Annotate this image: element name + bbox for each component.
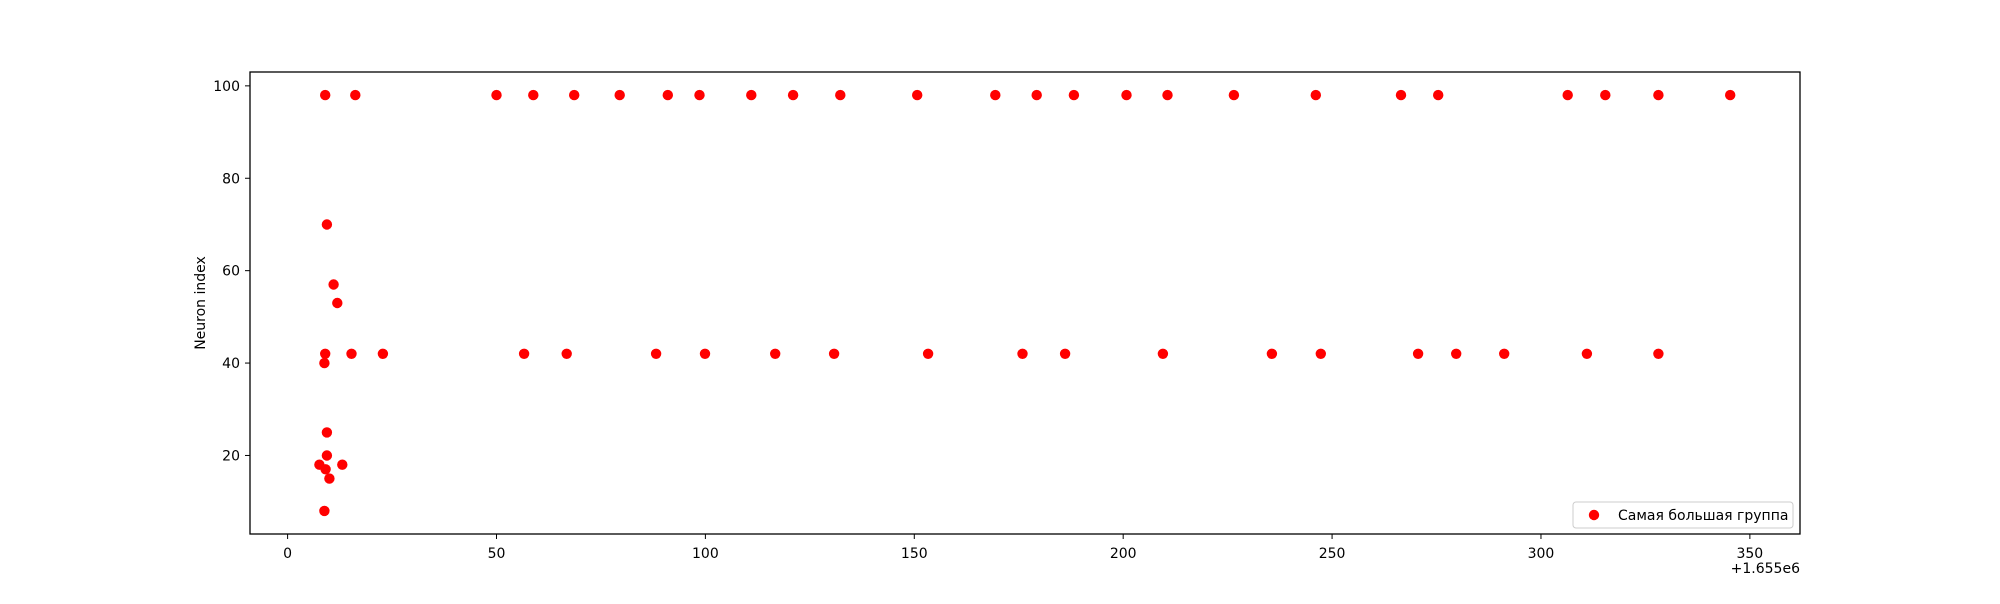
data-point [320,348,331,359]
data-point [491,89,502,101]
data-point [1059,348,1071,359]
y-tick-label: 20 [222,448,240,464]
y-tick-label: 100 [213,79,240,95]
data-point [324,473,335,484]
legend: Самая большая группа [1572,501,1794,529]
x-tick-label: 50 [488,546,506,562]
data-point [1162,89,1173,101]
data-point [835,89,846,101]
data-point [321,219,333,230]
data-point [1600,89,1611,101]
data-point [1653,89,1664,101]
data-point [569,89,580,101]
data-point [1157,348,1169,359]
y-axis-label: Neuron index [193,256,209,350]
data-point [1499,348,1510,359]
data-point [662,89,673,101]
data-point [1017,348,1028,359]
data-point [1310,89,1322,101]
data-point [787,89,799,101]
data-point [1228,89,1240,101]
data-point [694,89,705,101]
data-point [332,297,343,309]
data-point [528,89,539,101]
legend-marker [1588,509,1600,521]
y-tick-label: 40 [222,356,240,372]
x-tick-label: 0 [283,546,292,562]
data-point [1581,348,1593,359]
data-point [1653,348,1664,359]
plot-frame [249,71,1801,535]
x-tick-label: 300 [1528,546,1555,562]
data-point [319,357,330,369]
data-point [922,348,934,359]
data-point [1266,348,1278,359]
data-point [561,348,572,359]
data-point [1068,89,1080,101]
data-point [614,89,625,101]
x-tick-label: 150 [901,546,928,562]
data-point [1031,89,1042,101]
x-tick-label: 350 [1736,546,1763,562]
x-tick-label: 100 [692,546,719,562]
data-point [377,348,389,359]
x-offset-label: +1.655e6 [1731,561,1800,577]
data-point [650,348,662,359]
data-point [319,505,330,517]
data-point [320,464,331,475]
data-point [770,348,781,359]
legend-box [1572,501,1794,529]
data-point [1395,89,1407,101]
data-point [350,89,361,101]
legend-label: Самая большая группа [1618,508,1788,524]
data-point [346,348,357,359]
data-point [337,459,348,470]
data-point [1433,89,1444,101]
data-point [328,279,339,290]
data-point [1725,89,1736,101]
x-tick-label: 200 [1110,546,1137,562]
data-point [320,89,331,101]
data-point [321,427,333,438]
y-axis: 20 40 60 80 100 [213,79,250,464]
data-point [1315,348,1327,359]
data-point [321,450,333,461]
data-point [990,89,1001,101]
data-point [1451,348,1462,359]
x-axis: 0 50 100 150 200 250 300 350 [283,534,1763,562]
data-point [1121,89,1132,101]
data-point [912,89,923,101]
data-point [1412,348,1424,359]
data-point [699,348,711,359]
y-tick-label: 80 [222,171,240,187]
data-point [828,348,840,359]
data-point [1562,89,1573,101]
points-layer [314,89,1736,517]
data-point [518,348,530,359]
data-point [746,89,757,101]
y-tick-label: 60 [222,264,240,280]
x-tick-label: 250 [1319,546,1346,562]
